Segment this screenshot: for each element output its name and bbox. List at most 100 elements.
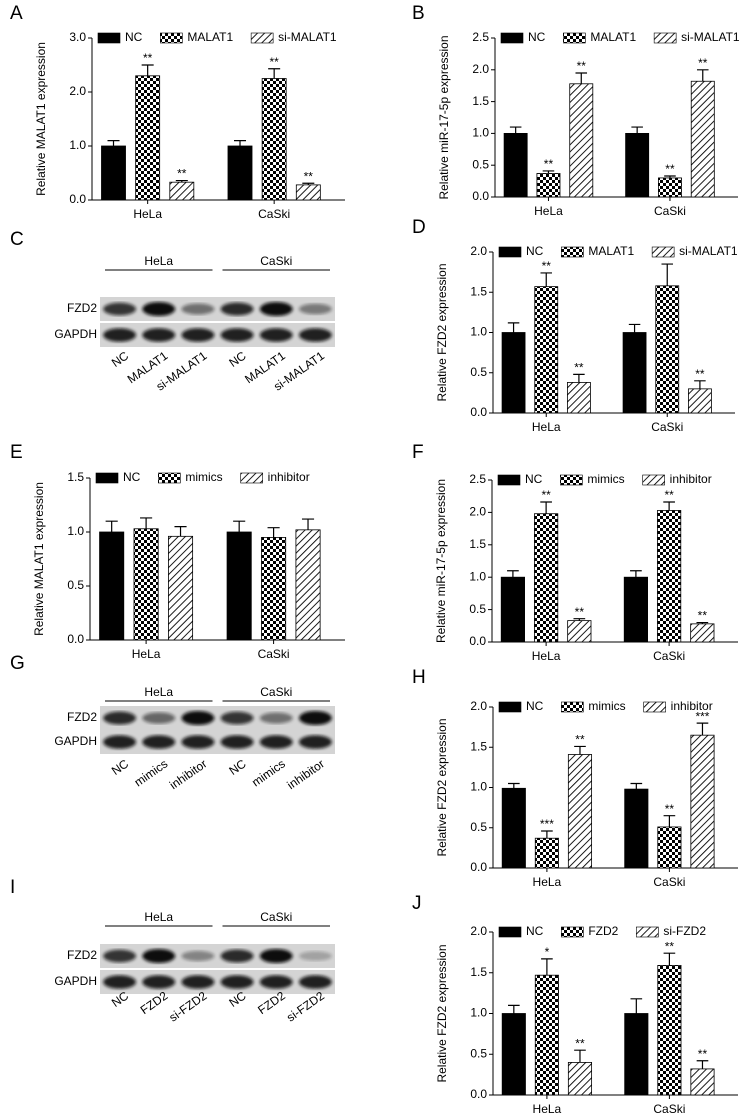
- bar: [624, 788, 649, 869]
- blot-strip: [100, 730, 335, 754]
- legend-swatch: [563, 32, 586, 44]
- band: [220, 328, 254, 342]
- legend-swatch: [651, 246, 675, 258]
- significance-label: **: [575, 1036, 585, 1050]
- legend-label: si-MALAT1: [278, 30, 337, 44]
- band: [103, 949, 137, 963]
- y-axis-label: Relative FZD2 expression: [435, 263, 449, 401]
- bar: [534, 837, 559, 869]
- error-bar: [574, 745, 586, 755]
- bar: [534, 513, 559, 643]
- bar: [501, 1013, 526, 1096]
- band: [220, 711, 254, 725]
- significance-label: ***: [695, 709, 709, 723]
- panel-label: F: [412, 442, 424, 463]
- group-label: CaSki: [260, 685, 292, 699]
- panel-label: G: [10, 653, 25, 674]
- y-tick-label: 1.0: [67, 524, 84, 538]
- significance-label: **: [143, 51, 153, 65]
- bar: [657, 510, 682, 643]
- significance-label: **: [541, 488, 551, 502]
- panel-label: E: [10, 442, 23, 463]
- panel-label: D: [412, 217, 426, 238]
- legend-swatch: [561, 926, 584, 938]
- band: [220, 949, 254, 963]
- error-bar: [661, 263, 673, 286]
- y-tick-label: 1.0: [69, 138, 86, 152]
- y-tick-label: 0.5: [469, 602, 486, 616]
- row-label: FZD2: [67, 948, 97, 962]
- y-tick-label: 1.0: [470, 1006, 487, 1020]
- x-tick-label: HeLa: [532, 420, 561, 434]
- blot-strip: [100, 706, 335, 730]
- y-tick-label: 2.0: [470, 924, 487, 938]
- y-tick-label: 2.0: [470, 244, 487, 258]
- panel-label: C: [10, 229, 24, 250]
- bar: [536, 173, 561, 198]
- error-bar: [696, 722, 709, 736]
- legend-label: NC: [528, 30, 546, 44]
- significance-label: **: [695, 367, 705, 381]
- band: [298, 328, 332, 342]
- panel-label: J: [412, 893, 422, 914]
- y-tick-label: 0.5: [67, 578, 84, 592]
- bar: [534, 286, 559, 414]
- significance-label: **: [665, 162, 675, 176]
- bar: [99, 531, 125, 641]
- bar-chart: F Relative miR-17-5p expression 0.0 0.5 1.0 1…: [412, 442, 738, 663]
- legend-swatch: [636, 926, 659, 938]
- bar: [655, 285, 680, 414]
- band: [220, 735, 254, 749]
- error-bar: [573, 618, 586, 621]
- band: [259, 712, 293, 724]
- band: [181, 711, 215, 725]
- x-tick-label: HeLa: [534, 204, 563, 218]
- bar: [623, 576, 648, 643]
- error-bar: [268, 68, 281, 79]
- legend-label: inhibitor: [268, 470, 310, 484]
- significance-label: **: [269, 55, 279, 69]
- significance-label: **: [304, 169, 314, 183]
- x-tick-label: CaSki: [258, 207, 290, 221]
- legend-swatch: [240, 472, 263, 484]
- legend-label: NC: [526, 924, 544, 938]
- bar: [567, 754, 593, 869]
- error-bar: [141, 64, 154, 76]
- error-bar: [573, 373, 585, 383]
- lane-label: mimics: [249, 757, 288, 790]
- error-bar: [631, 126, 643, 134]
- y-tick-label: 2.0: [472, 62, 489, 76]
- y-axis-label: Relative MALAT1 expression: [34, 42, 48, 196]
- blot-strip: [100, 944, 335, 968]
- error-bar: [174, 526, 187, 537]
- band: [181, 975, 215, 989]
- error-bar: [694, 380, 706, 389]
- band: [103, 975, 137, 989]
- bar: [501, 787, 526, 869]
- y-tick-label: 0.5: [472, 157, 489, 171]
- group-label: HeLa: [144, 254, 173, 268]
- significance-label: **: [575, 733, 585, 747]
- y-tick-label: 0.0: [472, 189, 489, 203]
- error-bar: [507, 570, 519, 578]
- x-tick-label: HeLa: [533, 875, 562, 889]
- bar: [500, 576, 525, 643]
- x-tick-label: CaSki: [653, 1102, 685, 1116]
- error-bar: [696, 69, 709, 82]
- error-bar: [664, 175, 676, 178]
- bar: [624, 1013, 649, 1096]
- bar: [226, 531, 252, 641]
- blot-strip: [100, 297, 335, 321]
- legend-label: mimics: [587, 472, 624, 486]
- group-label: CaSki: [260, 254, 292, 268]
- y-tick-label: 0.5: [470, 365, 487, 379]
- error-bar: [540, 272, 552, 287]
- band: [259, 975, 293, 989]
- bar-chart: H Relative FZD2 expression 0.0 0.5 1.0 1.5 2.0…: [412, 667, 738, 889]
- y-axis-label: Relative FZD2 expression: [435, 718, 449, 856]
- error-bar: [507, 322, 520, 333]
- error-bar: [630, 998, 643, 1014]
- legend-swatch: [561, 701, 584, 713]
- row-label: FZD2: [67, 301, 97, 315]
